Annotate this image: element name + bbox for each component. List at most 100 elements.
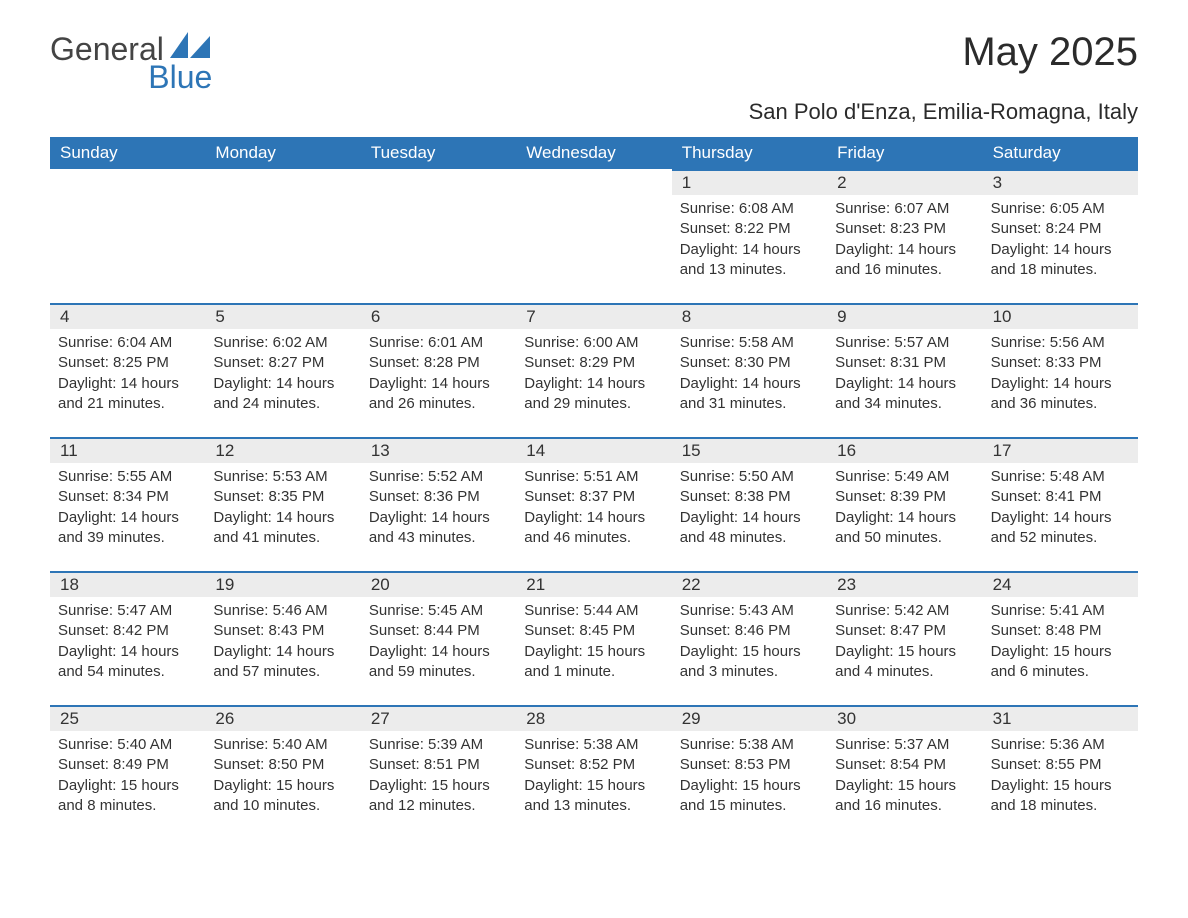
calendar-cell: 5Sunrise: 6:02 AMSunset: 8:27 PMDaylight…	[205, 303, 360, 437]
day-info: Sunrise: 6:01 AMSunset: 8:28 PMDaylight:…	[369, 333, 508, 414]
daylight-text: Daylight: 14 hours and 39 minutes.	[58, 508, 197, 549]
page-subtitle: San Polo d'Enza, Emilia-Romagna, Italy	[50, 99, 1138, 125]
day-number: 21	[516, 571, 671, 597]
sunrise-text: Sunrise: 5:39 AM	[369, 735, 508, 755]
sunrise-text: Sunrise: 5:44 AM	[524, 601, 663, 621]
daylight-text: Daylight: 14 hours and 31 minutes.	[680, 374, 819, 415]
calendar-cell: 20 Sunrise: 5:45 AMSunset: 8:44 PMDayligh…	[361, 571, 516, 705]
day-number: 31	[983, 705, 1138, 731]
day-info: Sunrise: 5:40 AMSunset: 8:50 PMDaylight:…	[213, 735, 352, 816]
daylight-text: Daylight: 15 hours and 18 minutes.	[991, 776, 1130, 817]
daylight-text: Daylight: 14 hours and 54 minutes.	[58, 642, 197, 683]
calendar-cell: 23Sunrise: 5:42 AMSunset: 8:47 PMDayligh…	[827, 571, 982, 705]
calendar-cell: 27Sunrise: 5:39 AMSunset: 8:51 PMDayligh…	[361, 705, 516, 839]
day-number: 15	[672, 437, 827, 463]
daylight-text: Daylight: 15 hours and 15 minutes.	[680, 776, 819, 817]
sunset-text: Sunset: 8:33 PM	[991, 353, 1130, 373]
day-info: Sunrise: 5:44 AMSunset: 8:45 PMDaylight:…	[524, 601, 663, 682]
day-info: Sunrise: 6:08 AMSunset: 8:22 PMDaylight:…	[680, 199, 819, 280]
sunset-text: Sunset: 8:38 PM	[680, 487, 819, 507]
day-info: Sunrise: 5:38 AMSunset: 8:52 PMDaylight:…	[524, 735, 663, 816]
sunset-text: Sunset: 8:29 PM	[524, 353, 663, 373]
sunrise-text: Sunrise: 5:36 AM	[991, 735, 1130, 755]
daylight-text: Daylight: 15 hours and 10 minutes.	[213, 776, 352, 817]
sunrise-text: Sunrise: 5:37 AM	[835, 735, 974, 755]
day-info: Sunrise: 5:56 AMSunset: 8:33 PMDaylight:…	[991, 333, 1130, 414]
sunrise-text: Sunrise: 5:42 AM	[835, 601, 974, 621]
day-info: Sunrise: 6:04 AMSunset: 8:25 PMDaylight:…	[58, 333, 197, 414]
day-info: Sunrise: 6:00 AMSunset: 8:29 PMDaylight:…	[524, 333, 663, 414]
calendar-cell: 6Sunrise: 6:01 AMSunset: 8:28 PMDaylight…	[361, 303, 516, 437]
day-header-sun: Sunday	[50, 137, 205, 169]
sunrise-text: Sunrise: 5:43 AM	[680, 601, 819, 621]
sunrise-text: Sunrise: 5:55 AM	[58, 467, 197, 487]
day-info: Sunrise: 6:05 AMSunset: 8:24 PMDaylight:…	[991, 199, 1130, 280]
sunset-text: Sunset: 8:54 PM	[835, 755, 974, 775]
day-number: 16	[827, 437, 982, 463]
daylight-text: Daylight: 14 hours and 50 minutes.	[835, 508, 974, 549]
calendar-cell: 14Sunrise: 5:51 AMSunset: 8:37 PMDayligh…	[516, 437, 671, 571]
day-number: 20	[361, 571, 516, 597]
day-number: 8	[672, 303, 827, 329]
sunset-text: Sunset: 8:37 PM	[524, 487, 663, 507]
sunset-text: Sunset: 8:49 PM	[58, 755, 197, 775]
day-info: Sunrise: 5:49 AMSunset: 8:39 PMDaylight:…	[835, 467, 974, 548]
daylight-text: Daylight: 14 hours and 46 minutes.	[524, 508, 663, 549]
sunset-text: Sunset: 8:22 PM	[680, 219, 819, 239]
day-info: Sunrise: 5:57 AMSunset: 8:31 PMDaylight:…	[835, 333, 974, 414]
sunrise-text: Sunrise: 6:08 AM	[680, 199, 819, 219]
sunrise-text: Sunrise: 5:49 AM	[835, 467, 974, 487]
daylight-text: Daylight: 15 hours and 6 minutes.	[991, 642, 1130, 683]
daylight-text: Daylight: 15 hours and 13 minutes.	[524, 776, 663, 817]
sunrise-text: Sunrise: 5:41 AM	[991, 601, 1130, 621]
sunset-text: Sunset: 8:46 PM	[680, 621, 819, 641]
day-number: 26	[205, 705, 360, 731]
sunrise-text: Sunrise: 5:50 AM	[680, 467, 819, 487]
day-info: Sunrise: 5:50 AMSunset: 8:38 PMDaylight:…	[680, 467, 819, 548]
sunset-text: Sunset: 8:36 PM	[369, 487, 508, 507]
sunset-text: Sunset: 8:23 PM	[835, 219, 974, 239]
calendar-cell: 11Sunrise: 5:55 AMSunset: 8:34 PMDayligh…	[50, 437, 205, 571]
sunrise-text: Sunrise: 5:38 AM	[524, 735, 663, 755]
day-info: Sunrise: 5:40 AMSunset: 8:49 PMDaylight:…	[58, 735, 197, 816]
day-number: 11	[50, 437, 205, 463]
sunrise-text: Sunrise: 5:52 AM	[369, 467, 508, 487]
sunrise-text: Sunrise: 5:47 AM	[58, 601, 197, 621]
calendar-cell: 18Sunrise: 5:47 AMSunset: 8:42 PMDayligh…	[50, 571, 205, 705]
calendar-cell: 28Sunrise: 5:38 AMSunset: 8:52 PMDayligh…	[516, 705, 671, 839]
daylight-text: Daylight: 14 hours and 43 minutes.	[369, 508, 508, 549]
daylight-text: Daylight: 14 hours and 34 minutes.	[835, 374, 974, 415]
day-number: 24	[983, 571, 1138, 597]
day-info: Sunrise: 5:39 AMSunset: 8:51 PMDaylight:…	[369, 735, 508, 816]
daylight-text: Daylight: 15 hours and 3 minutes.	[680, 642, 819, 683]
day-number: 9	[827, 303, 982, 329]
calendar-cell: 4Sunrise: 6:04 AMSunset: 8:25 PMDaylight…	[50, 303, 205, 437]
sunrise-text: Sunrise: 5:58 AM	[680, 333, 819, 353]
calendar-cell: 3Sunrise: 6:05 AMSunset: 8:24 PMDaylight…	[983, 169, 1138, 303]
day-number: 23	[827, 571, 982, 597]
sunrise-text: Sunrise: 5:45 AM	[369, 601, 508, 621]
sunset-text: Sunset: 8:28 PM	[369, 353, 508, 373]
calendar-cell: 21 Sunrise: 5:44 AMSunset: 8:45 PMDayligh…	[516, 571, 671, 705]
sunrise-text: Sunrise: 5:46 AM	[213, 601, 352, 621]
calendar-cell: 26 Sunrise: 5:40 AMSunset: 8:50 PMDayligh…	[205, 705, 360, 839]
sunset-text: Sunset: 8:50 PM	[213, 755, 352, 775]
daylight-text: Daylight: 14 hours and 13 minutes.	[680, 240, 819, 281]
calendar-cell: 15 Sunrise: 5:50 AMSunset: 8:38 PMDayligh…	[672, 437, 827, 571]
day-info: Sunrise: 5:45 AMSunset: 8:44 PMDaylight:…	[369, 601, 508, 682]
sunset-text: Sunset: 8:31 PM	[835, 353, 974, 373]
day-number: 5	[205, 303, 360, 329]
daylight-text: Daylight: 14 hours and 41 minutes.	[213, 508, 352, 549]
logo-text: General Blue	[50, 30, 212, 93]
calendar-cell: 24Sunrise: 5:41 AMSunset: 8:48 PMDayligh…	[983, 571, 1138, 705]
sunrise-text: Sunrise: 6:01 AM	[369, 333, 508, 353]
sunset-text: Sunset: 8:55 PM	[991, 755, 1130, 775]
sunrise-text: Sunrise: 6:02 AM	[213, 333, 352, 353]
daylight-text: Daylight: 15 hours and 16 minutes.	[835, 776, 974, 817]
daylight-text: Daylight: 14 hours and 16 minutes.	[835, 240, 974, 281]
day-number: 13	[361, 437, 516, 463]
sunset-text: Sunset: 8:43 PM	[213, 621, 352, 641]
calendar-cell: 7Sunrise: 6:00 AMSunset: 8:29 PMDaylight…	[516, 303, 671, 437]
sunset-text: Sunset: 8:39 PM	[835, 487, 974, 507]
logo-text-general: General	[50, 31, 164, 67]
